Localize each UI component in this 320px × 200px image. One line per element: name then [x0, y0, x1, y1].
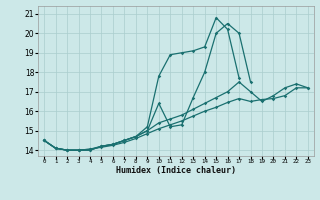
X-axis label: Humidex (Indice chaleur): Humidex (Indice chaleur): [116, 166, 236, 175]
